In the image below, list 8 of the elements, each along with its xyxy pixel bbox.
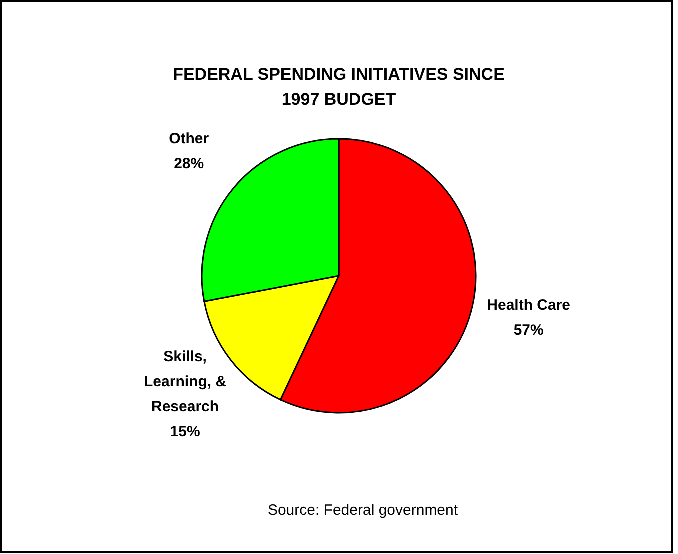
chart-title: FEDERAL SPENDING INITIATIVES SINCE 1997 BUDGET — [173, 65, 505, 109]
slice-label: Skills, Learning, & Research — [144, 348, 227, 416]
data-label: 57% — [514, 322, 544, 339]
data-label: 15% — [170, 424, 200, 441]
slice-label: Other — [169, 130, 210, 148]
source-note: Source: Federal government — [268, 502, 459, 519]
data-label: 28% — [174, 155, 204, 172]
slice-label: Health Care — [487, 296, 571, 314]
